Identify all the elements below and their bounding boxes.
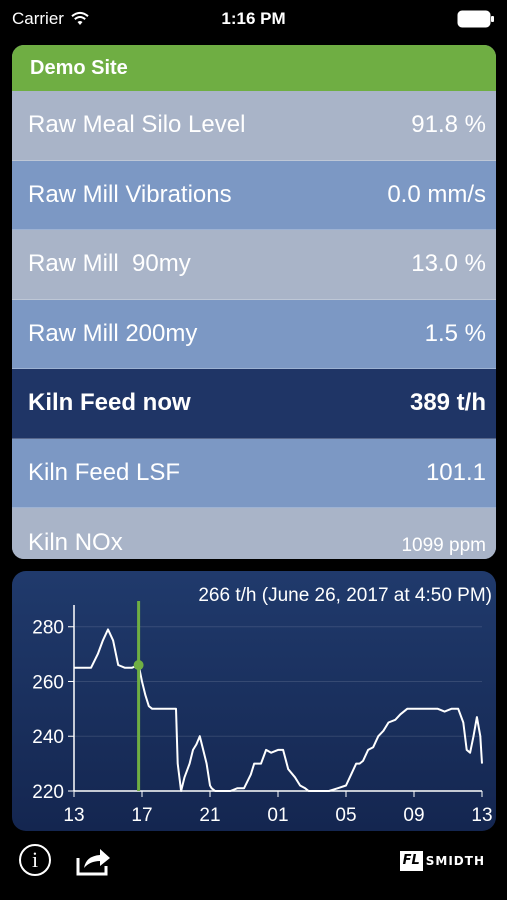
data-line xyxy=(74,628,483,792)
trend-chart[interactable]: 266 t/h (June 26, 2017 at 4:50 PM) 280 260… xyxy=(12,571,496,831)
chart-svg[interactable]: 266 t/h (June 26, 2017 at 4:50 PM) 280 260… xyxy=(12,571,496,831)
metric-label: Raw Mill 200my xyxy=(28,319,198,347)
metric-row[interactable]: Raw Mill Vibrations 0.0 mm/s xyxy=(12,160,496,230)
metrics-card: Demo Site Raw Meal Silo Level 91.8 % Raw… xyxy=(12,45,496,559)
x-tick-label: 01 xyxy=(267,805,288,826)
bottom-toolbar: i FL SMIDTH xyxy=(0,840,507,890)
clock: 1:16 PM xyxy=(221,9,286,28)
x-tick-label: 21 xyxy=(199,805,220,826)
status-bar: Carrier 1:16 PM xyxy=(0,0,507,38)
info-icon[interactable]: i xyxy=(19,844,51,876)
metric-label: Raw Mill Vibrations xyxy=(28,180,232,208)
metric-row[interactable]: Raw Mill 90my 13.0 % xyxy=(12,230,496,300)
share-icon[interactable] xyxy=(76,844,112,876)
y-tick-label: 240 xyxy=(32,727,64,748)
metric-row[interactable]: Kiln NOx 1099 ppm xyxy=(12,508,496,559)
metric-label: Kiln NOx xyxy=(28,529,123,556)
x-tick-label: 05 xyxy=(335,805,356,826)
metric-value: 1.5 % xyxy=(424,319,486,347)
site-header[interactable]: Demo Site xyxy=(12,45,496,91)
metric-label: Raw Mill 90my xyxy=(28,250,191,278)
metric-label: Raw Meal Silo Level xyxy=(28,111,246,139)
chart-title: 266 t/h (June 26, 2017 at 4:50 PM) xyxy=(198,585,492,606)
metric-row[interactable]: Raw Meal Silo Level 91.8 % xyxy=(12,91,496,161)
x-tick-label: 09 xyxy=(403,805,424,826)
metric-label: Kiln Feed now xyxy=(28,389,191,417)
metric-row-selected[interactable]: Kiln Feed now 389 t/h xyxy=(12,369,496,439)
metric-value: 0.0 mm/s xyxy=(387,180,486,208)
site-name: Demo Site xyxy=(30,56,128,79)
metric-label: Kiln Feed LSF xyxy=(28,458,181,486)
logo-text: SMIDTH xyxy=(425,854,485,868)
metric-value: 389 t/h xyxy=(409,389,486,417)
y-tick-label: 260 xyxy=(32,672,64,693)
metric-value: 13.0 % xyxy=(411,250,486,278)
metric-row[interactable]: Kiln Feed LSF 101.1 xyxy=(12,438,496,508)
y-tick-label: 280 xyxy=(32,618,64,639)
x-tick-label: 13 xyxy=(63,805,84,826)
cursor-point xyxy=(133,660,144,671)
metric-value: 101.1 xyxy=(425,458,486,486)
wifi-icon xyxy=(71,11,89,25)
metric-value: 1099 ppm xyxy=(401,535,486,556)
metric-value: 91.8 % xyxy=(411,111,486,139)
metric-row[interactable]: Raw Mill 200my 1.5 % xyxy=(12,299,496,369)
flsmidth-logo: FL SMIDTH xyxy=(399,850,485,872)
status-left: Carrier xyxy=(12,9,90,29)
x-tick-label: 13 xyxy=(471,805,492,826)
carrier-label: Carrier xyxy=(12,9,64,28)
logo-box: FL xyxy=(399,851,423,871)
y-tick-label: 220 xyxy=(32,782,64,803)
x-tick-label: 17 xyxy=(131,805,152,826)
battery-icon xyxy=(457,10,494,28)
